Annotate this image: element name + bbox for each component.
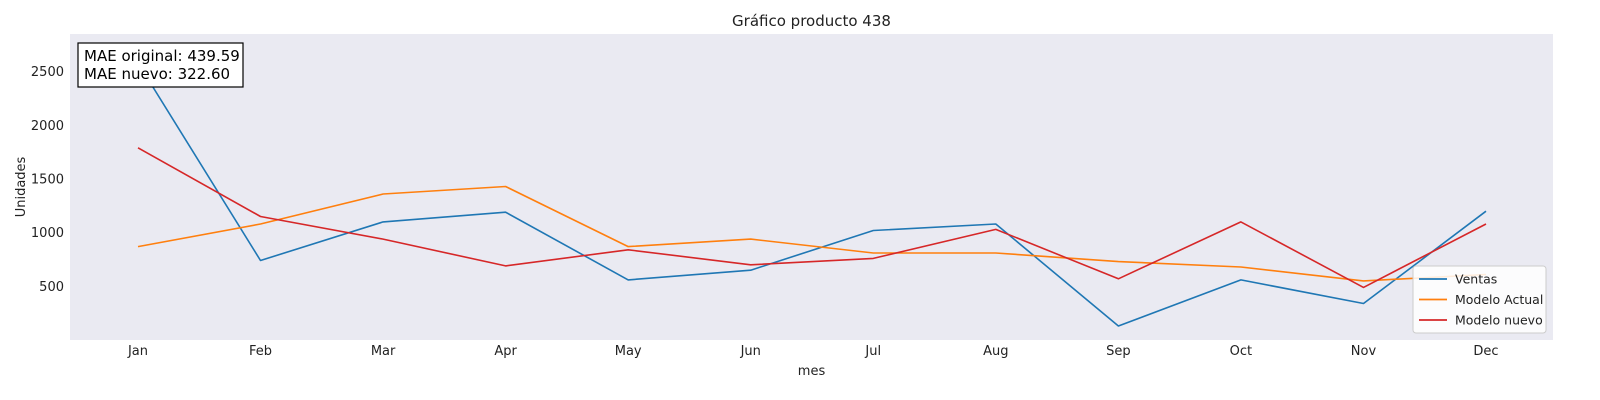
legend-entry-label: Ventas — [1455, 272, 1497, 287]
x-axis-ticks: Jan Feb Mar Apr May Jun Jul Aug Sep Oct Nov Dec — [127, 344, 1499, 359]
mae-original-text: MAE original: 439.59 — [84, 47, 240, 65]
x-tick-label: Aug — [983, 344, 1008, 359]
mae-nuevo-text: MAE nuevo: 322.60 — [84, 65, 230, 83]
mae-annotation-box: MAE original: 439.59 MAE nuevo: 322.60 — [77, 42, 244, 88]
x-tick-label: Jul — [864, 344, 881, 359]
chart-title: Gráfico producto 438 — [732, 12, 891, 30]
series-line-modelo-nuevo — [137, 147, 1487, 289]
y-tick-label: 2500 — [31, 65, 64, 80]
x-tick-label: Mar — [371, 344, 396, 359]
y-tick-label: 1500 — [31, 172, 64, 187]
x-tick-label: May — [615, 344, 642, 359]
series-line-ventas — [137, 62, 1487, 327]
y-axis-label: Unidades — [14, 156, 29, 217]
x-tick-label: Jun — [740, 344, 761, 359]
x-tick-label: Dec — [1473, 344, 1498, 359]
x-tick-label: Jan — [127, 344, 148, 359]
y-axis-ticks: 500 1000 1500 2000 2500 — [31, 65, 64, 295]
series-lines — [137, 62, 1487, 327]
x-tick-label: Apr — [494, 344, 517, 359]
x-axis-label: mes — [798, 364, 826, 379]
x-tick-label: Feb — [249, 344, 272, 359]
legend: Ventas Modelo Actual Modelo nuevo — [1412, 265, 1547, 334]
y-tick-label: 2000 — [31, 119, 64, 134]
legend-entry-label: Modelo nuevo — [1455, 313, 1543, 328]
legend-entry-label: Modelo Actual — [1455, 292, 1543, 307]
x-tick-label: Oct — [1230, 344, 1252, 359]
legend-box — [1412, 265, 1547, 334]
x-tick-label: Sep — [1106, 344, 1131, 359]
plot-area — [70, 34, 1553, 340]
series-line-modelo-actual — [137, 185, 1487, 282]
y-tick-label: 500 — [39, 280, 64, 295]
y-tick-label: 1000 — [31, 226, 64, 241]
x-tick-label: Nov — [1351, 344, 1377, 359]
